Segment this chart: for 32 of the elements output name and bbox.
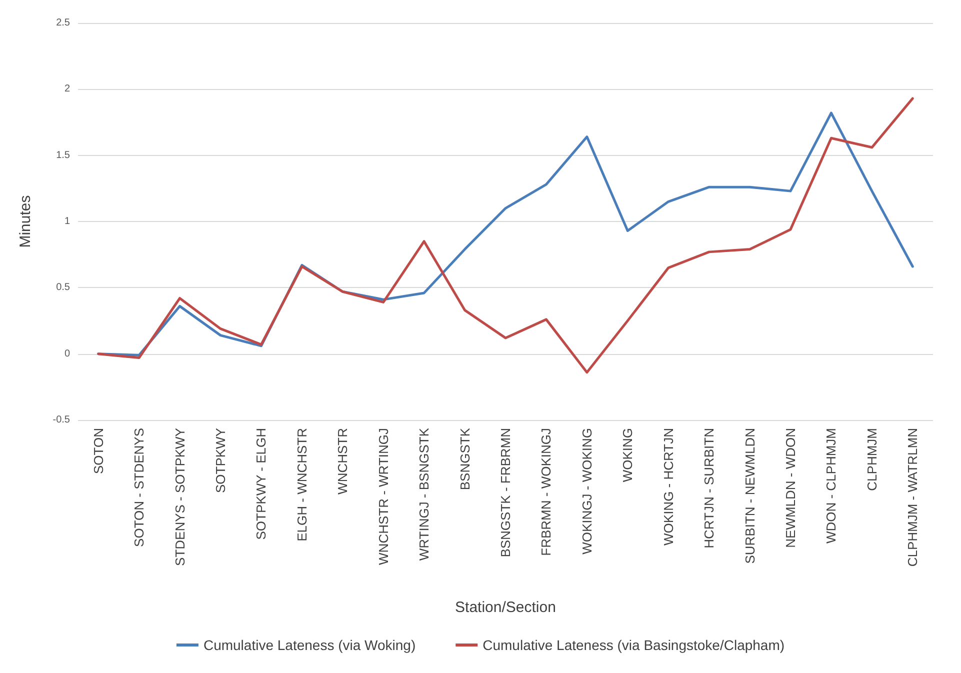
x-tick-label: WOKINGJ - WOKING	[579, 428, 594, 554]
y-tick-label: 0	[64, 348, 70, 360]
x-tick-label: WRTINGJ - BSNGSTK	[416, 428, 432, 561]
x-tick-label: SOTON	[90, 428, 106, 474]
x-tick-label: WNCHSTR	[335, 428, 350, 494]
y-tick-label: 0.5	[56, 282, 70, 294]
x-tick-label: BSNGSTK - FRBRMN	[498, 428, 513, 558]
x-axis-title: Station/Section	[455, 599, 556, 616]
x-tick-label: SOTPKWY - ELGH	[254, 428, 269, 540]
x-tick-label: WOKING	[620, 428, 636, 482]
x-tick-label: HCRTJN - SURBITN	[702, 428, 717, 548]
x-tick-label: WDON - CLPHMJM	[824, 428, 839, 544]
y-axis-title: Minutes	[17, 195, 34, 248]
y-tick-label: -0.5	[52, 414, 70, 426]
x-tick-label: CLPHMJM - WATRLMN	[905, 428, 920, 567]
x-tick-label: CLPHMJM	[864, 428, 880, 491]
legend-label: Cumulative Lateness (via Basingstoke/Clapham)	[482, 637, 785, 653]
x-tick-label: BSNGSTK	[457, 428, 472, 490]
y-tick-label: 1.5	[56, 150, 70, 161]
y-tick-label: 2.5	[56, 18, 70, 28]
x-tick-label: SOTON - STDENYS	[132, 428, 147, 547]
legend-label: Cumulative Lateness (via Woking)	[203, 637, 416, 653]
x-tick-label: WNCHSTR - WRTINGJ	[376, 428, 391, 565]
x-tick-label: STDENYS - SOTPKWY	[172, 428, 188, 566]
y-tick-label: 1	[64, 216, 70, 227]
x-tick-label: NEWMLDN - WDON	[783, 428, 798, 548]
y-tick-label: 2	[64, 84, 70, 95]
x-tick-label: SURBITN - NEWMLDN	[742, 428, 758, 564]
x-tick-label: ELGH - WNCHSTR	[294, 428, 310, 542]
x-tick-label: SOTPKWY	[213, 428, 228, 494]
x-tick-label: FRBRMN - WOKINGJ	[538, 428, 554, 556]
x-tick-label: WOKING - HCRTJN	[660, 428, 676, 546]
